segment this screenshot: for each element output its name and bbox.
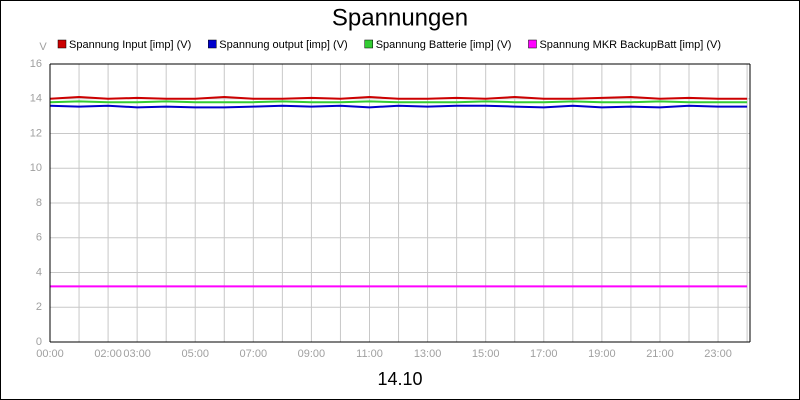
y-tick-label: 16 [30,58,42,70]
legend-label: Spannung output [imp] (V) [219,39,347,51]
y-tick-label: 6 [36,232,42,244]
x-tick-label: 23:00 [704,348,732,360]
legend-swatch [208,39,217,49]
x-tick-label: 19:00 [588,348,616,360]
x-tick-label: 02:00 [94,348,122,360]
x-tick-label: 13:00 [414,348,442,360]
legend: Spannung Input [imp] (V) Spannung output … [57,39,721,51]
y-tick-label: 12 [30,127,42,139]
x-tick-label: 07:00 [240,348,268,360]
y-axis-label: V [39,41,47,53]
x-tick-label: 00:00 [36,348,64,360]
y-tick-label: 14 [30,93,42,105]
y-tick-label: 4 [36,266,42,278]
x-tick-label: 03:00 [123,348,151,360]
x-tick-label: 17:00 [530,348,558,360]
legend-swatch [57,39,67,49]
legend-swatch [528,39,537,49]
x-tick-label: 21:00 [646,348,674,360]
x-axis-label: 14.10 [377,369,422,389]
legend-swatch [364,39,373,49]
series-line [49,100,748,104]
y-tick-label: 2 [36,301,42,313]
y-tick-label: 0 [36,336,42,348]
legend-label: Spannung Input [imp] (V) [69,39,191,51]
chart-title: Spannungen [332,4,468,31]
legend-label: Spannung Batterie [imp] (V) [376,39,512,51]
x-tick-label: 05:00 [181,348,209,360]
x-tick-label: 09:00 [298,348,326,360]
y-tick-label: 8 [36,197,42,209]
y-tick-label: 10 [30,162,42,174]
series-line [49,104,748,109]
x-tick-label: 15:00 [472,348,500,360]
series-line [49,95,748,100]
legend-label: Spannung MKR BackupBatt [imp] (V) [539,39,721,51]
x-tick-label: 11:00 [356,348,383,360]
